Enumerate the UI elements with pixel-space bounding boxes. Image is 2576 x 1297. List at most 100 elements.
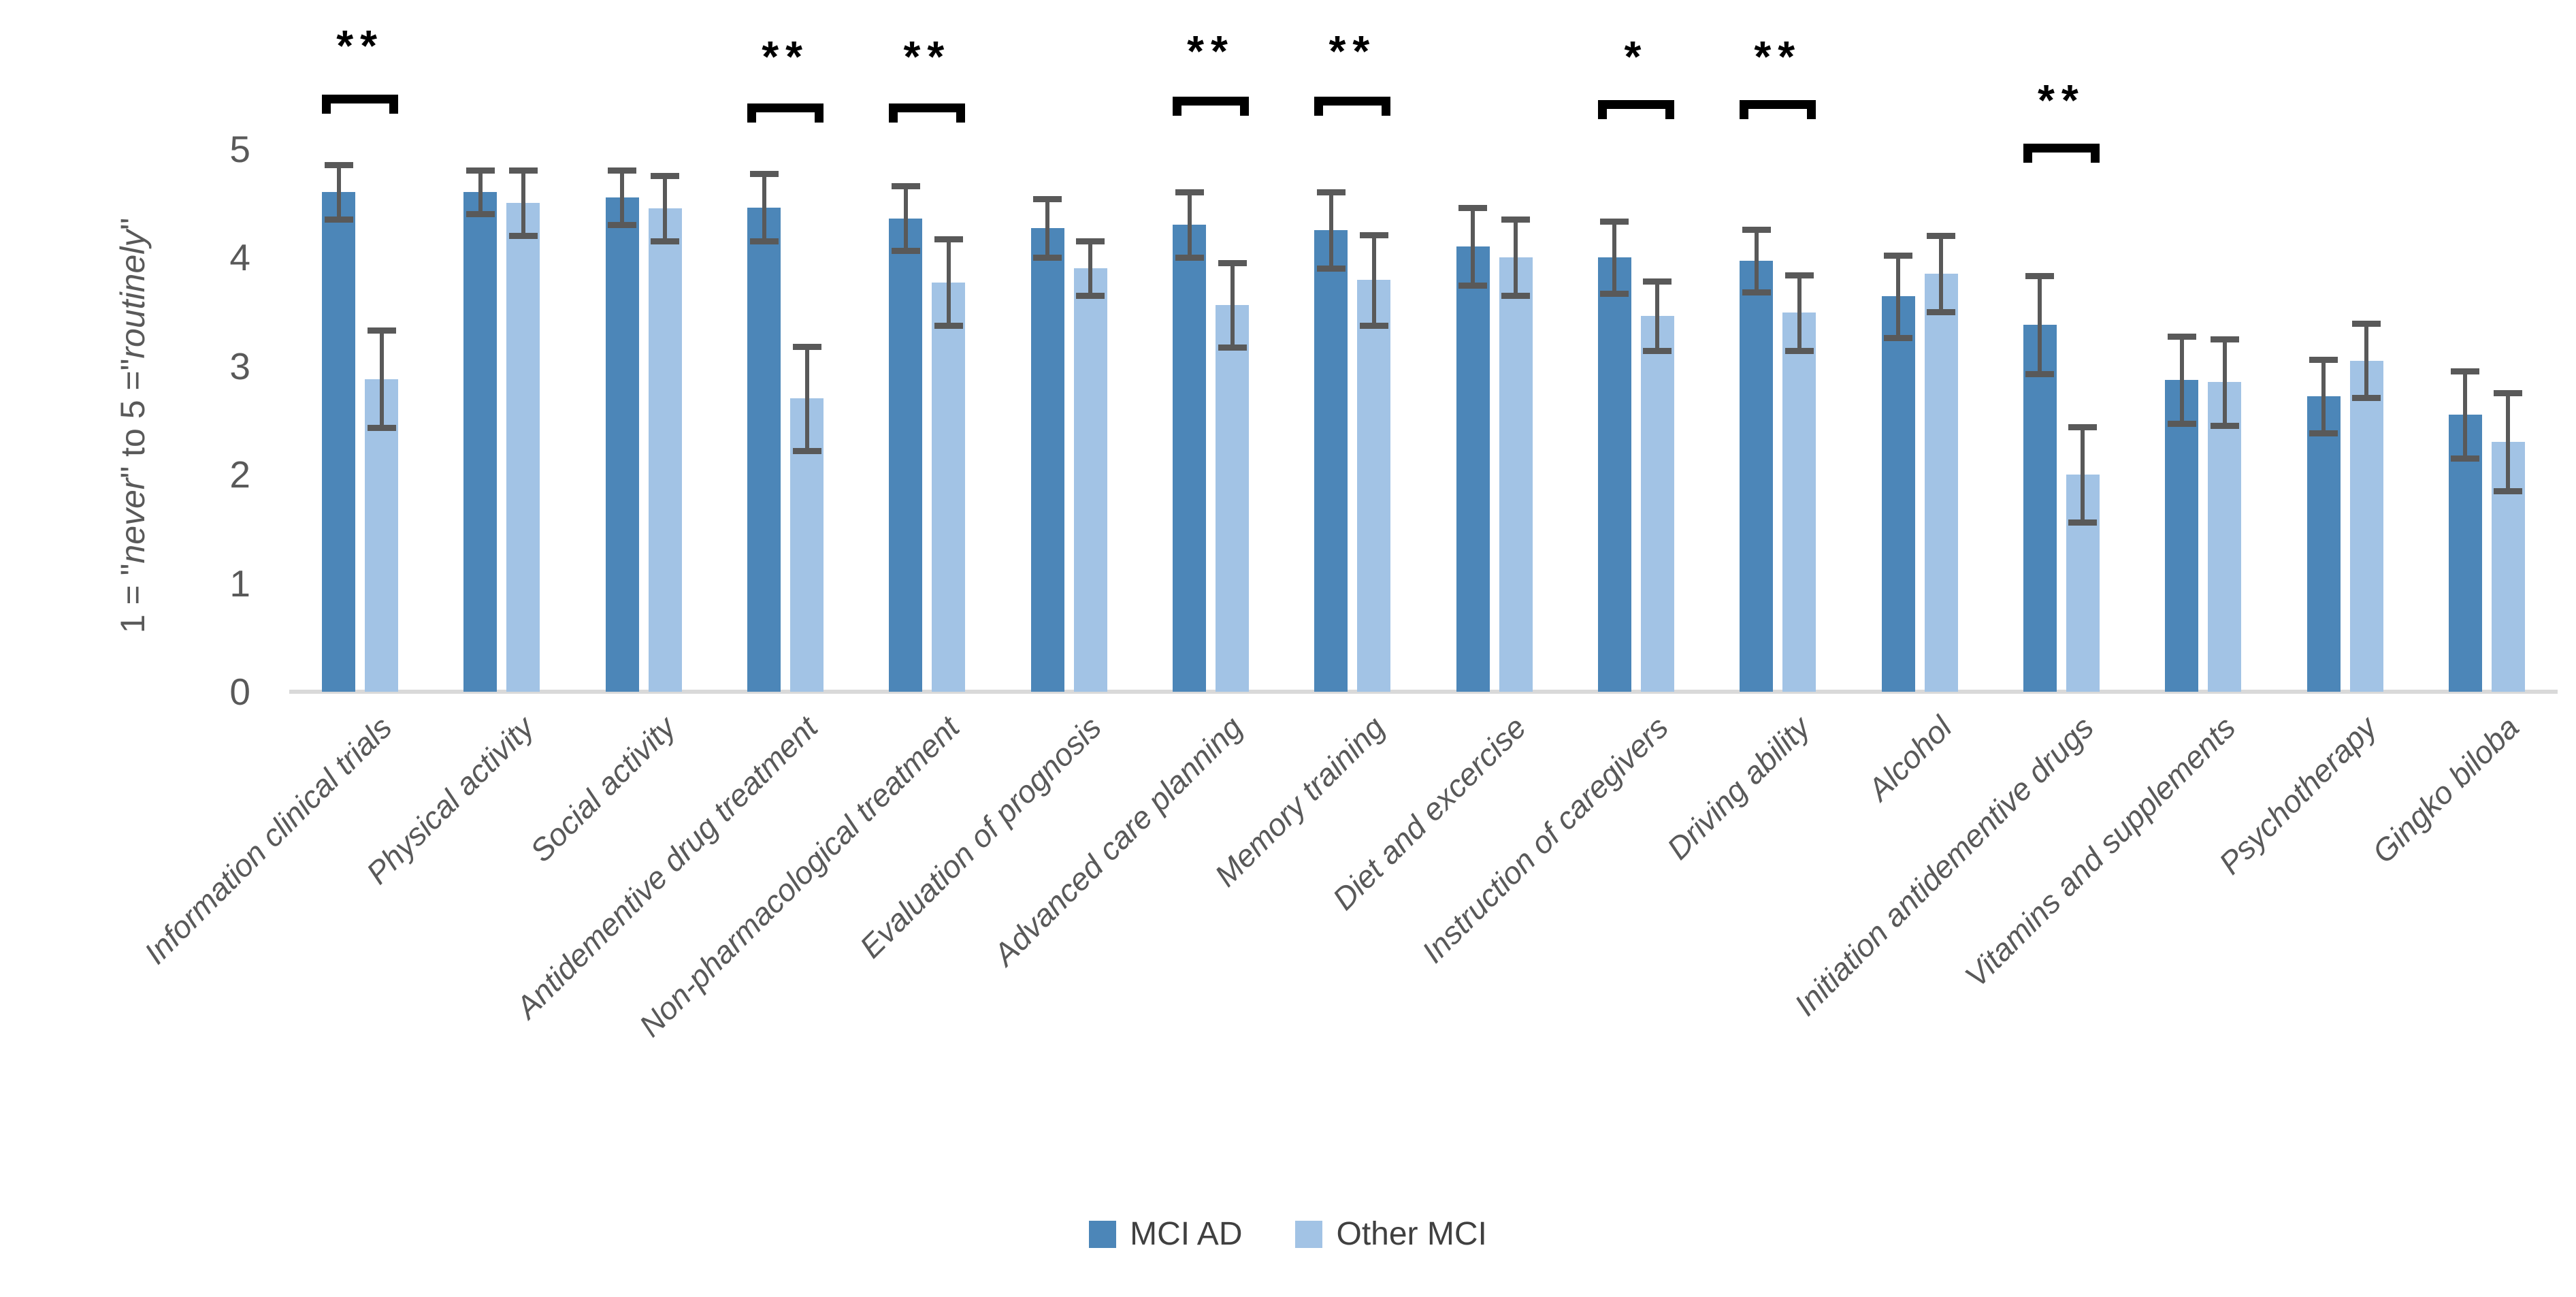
legend-item-mci-ad: MCI AD: [1089, 1215, 1242, 1253]
error-bar-cap-top: [2025, 273, 2055, 280]
error-bar-cap-bottom: [2167, 421, 2196, 428]
error-bar-whisker: [1088, 241, 1093, 295]
bar-mci-ad-11: [1881, 296, 1915, 692]
legend-label-other-mci: Other MCI: [1336, 1216, 1487, 1252]
error-bar-whisker: [2038, 276, 2042, 374]
category-label-evaluation-of-prognosis: Evaluation of prognosis: [852, 709, 1108, 965]
error-bar-cap-top: [2451, 368, 2480, 375]
category-label-antidementive-drug-treatment: Antidementive drug treatment: [508, 709, 824, 1025]
chart-legend: MCI AD Other MCI: [0, 1215, 2576, 1253]
error-bar-cap-top: [367, 327, 396, 334]
error-bar-whisker: [2081, 426, 2085, 523]
error-bar-cap-bottom: [1218, 345, 1247, 351]
error-bar-whisker: [521, 170, 525, 236]
bar-mci-ad-2: [605, 197, 639, 692]
error-bar-cap-bottom: [792, 447, 821, 454]
error-bar-cap-top: [1076, 238, 1105, 245]
error-bar-cap-top: [1458, 204, 1488, 211]
error-bar-whisker: [903, 185, 908, 251]
category-label-vitamins-and-supplements: Vitamins and supplements: [1957, 709, 2242, 994]
error-bar-cap-top: [1175, 189, 1204, 196]
sig-stars-3: **: [762, 31, 809, 81]
error-bar-whisker: [1471, 207, 1476, 286]
error-bar-cap-bottom: [1501, 292, 1531, 299]
error-bar-cap-top: [1927, 233, 1956, 240]
error-bar-cap-bottom: [2451, 455, 2480, 462]
bar-other-mci-13: [2208, 382, 2242, 692]
error-bar-cap-top: [2068, 423, 2098, 430]
bar-other-mci-4: [932, 282, 966, 692]
sig-bracket-12: [2023, 143, 2100, 163]
bar-other-mci-8: [1499, 257, 1533, 692]
error-bar-cap-bottom: [934, 323, 963, 330]
sig-bracket-6: [1173, 96, 1250, 116]
error-bar-whisker: [1612, 221, 1617, 293]
error-bar-whisker: [1230, 262, 1235, 348]
y-tick-label-5: 5: [229, 127, 250, 170]
error-bar-cap-bottom: [466, 211, 495, 218]
error-bar-whisker: [2222, 338, 2227, 426]
error-bar-cap-bottom: [2352, 394, 2381, 401]
error-bar-cap-top: [749, 171, 779, 178]
error-bar-cap-top: [1501, 217, 1531, 223]
bar-mci-ad-10: [1740, 260, 1774, 692]
bar-mci-ad-1: [463, 192, 498, 692]
error-bar-cap-top: [608, 167, 637, 174]
error-bar-cap-bottom: [2210, 423, 2239, 430]
error-bar-cap-bottom: [2025, 370, 2055, 377]
error-bar-cap-bottom: [1784, 348, 1814, 355]
error-bar-whisker: [379, 330, 384, 428]
error-bar-cap-top: [1600, 219, 1629, 225]
bar-mci-ad-8: [1456, 246, 1490, 692]
x-axis-line: [289, 690, 2558, 694]
category-label-instruction-of-caregivers: Instruction of caregivers: [1414, 709, 1675, 970]
bar-mci-ad-0: [322, 192, 356, 692]
error-bar-whisker: [1896, 255, 1901, 338]
sig-stars-6: **: [1187, 26, 1235, 76]
category-label-gingko-biloba: Gingko biloba: [2364, 709, 2526, 870]
bar-mci-ad-6: [1173, 225, 1207, 692]
error-bar-cap-top: [2352, 321, 2381, 327]
error-bar-cap-top: [1784, 272, 1814, 278]
error-bar-cap-bottom: [324, 217, 353, 223]
error-bar-cap-bottom: [1600, 290, 1629, 297]
error-bar-cap-top: [1742, 226, 1771, 233]
error-bar-whisker: [1754, 229, 1759, 293]
error-bar-cap-top: [466, 167, 495, 174]
bar-other-mci-2: [648, 208, 682, 692]
error-bar-whisker: [2463, 371, 2468, 459]
bar-other-mci-14: [2349, 360, 2383, 692]
sig-bracket-7: [1314, 96, 1391, 116]
error-bar-whisker: [620, 170, 625, 225]
error-bar-whisker: [946, 238, 951, 326]
error-bar-cap-top: [1643, 278, 1672, 285]
error-bar-cap-bottom: [367, 425, 396, 432]
error-bar-cap-top: [934, 236, 963, 242]
error-bar-cap-top: [1218, 259, 1247, 266]
error-bar-cap-top: [891, 182, 920, 189]
error-bar-cap-bottom: [2309, 430, 2338, 437]
error-bar-cap-bottom: [1316, 265, 1346, 272]
error-bar-whisker: [2179, 336, 2184, 424]
error-bar-whisker: [1797, 274, 1801, 351]
error-bar-whisker: [762, 174, 766, 242]
category-label-information-clinical-trials: Information clinical trials: [137, 709, 399, 971]
error-bar-cap-bottom: [1927, 308, 1956, 315]
legend-label-mci-ad: MCI AD: [1130, 1216, 1243, 1252]
error-bar-whisker: [1187, 192, 1192, 257]
error-bar-cap-top: [2494, 390, 2523, 397]
error-bar-cap-bottom: [508, 233, 538, 240]
y-axis-label-part: " to 5 =": [114, 358, 152, 479]
error-bar-cap-bottom: [1076, 292, 1105, 299]
error-bar-cap-bottom: [1742, 289, 1771, 296]
bar-mci-ad-5: [1030, 227, 1064, 692]
bar-mci-ad-3: [747, 207, 781, 692]
error-bar-cap-top: [2309, 356, 2338, 363]
sig-stars-7: **: [1328, 26, 1377, 76]
error-bar-cap-bottom: [651, 238, 680, 245]
category-label-initiation-antidementive-drugs: Initiation antidementive drugs: [1787, 709, 2100, 1023]
error-bar-whisker: [1939, 236, 1944, 312]
bar-mci-ad-7: [1314, 230, 1348, 692]
error-bar-cap-bottom: [1884, 335, 1913, 342]
y-axis-label-part: 1 = ": [114, 563, 152, 634]
